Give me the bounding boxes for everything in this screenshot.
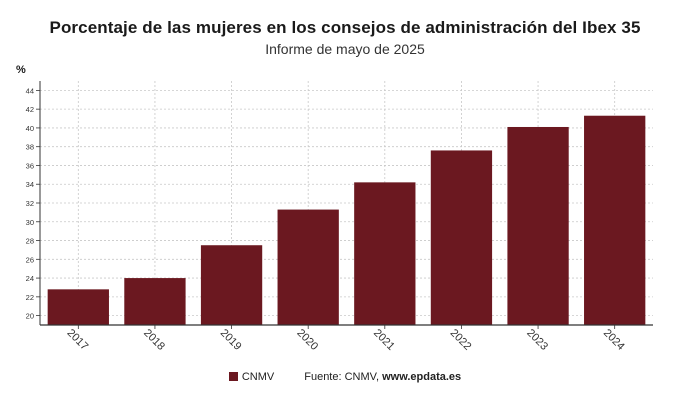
y-tick-labels: 20 22 24 26 28 30 32 34 36 38 40 42 44: [26, 86, 34, 320]
y-tick-label: 22: [26, 293, 34, 302]
bar-2017[interactable]: [47, 289, 109, 325]
bar-2023[interactable]: [507, 126, 569, 325]
y-tick-label: 40: [26, 124, 34, 133]
x-tick-label: 2020: [294, 327, 320, 353]
x-tick-labels: 2017 2018 2019 2020 2021 2022 2023 2024: [65, 327, 627, 353]
bar-2022[interactable]: [430, 150, 493, 325]
bar-2019[interactable]: [200, 245, 263, 325]
legend-swatch: [228, 372, 238, 381]
bar-2024[interactable]: [584, 115, 646, 325]
y-tick-label: 38: [26, 143, 34, 152]
y-tick-label: 26: [26, 255, 34, 264]
source-link[interactable]: www.epdata.es: [382, 371, 462, 383]
bar-2020[interactable]: [277, 209, 339, 325]
x-tick-label: 2018: [141, 327, 167, 353]
bar-2018[interactable]: [124, 278, 186, 325]
bars: [47, 115, 646, 325]
chart-subtitle: Informe de mayo de 2025: [265, 41, 425, 57]
y-tick-label: 28: [26, 237, 34, 246]
legend: CNMV Fuente: CNMV, www.epdata.es: [0, 371, 690, 383]
y-tick-label: 20: [26, 312, 34, 321]
y-tick-label: 34: [26, 180, 34, 189]
y-tick-label: 36: [26, 161, 34, 170]
y-tick-label: 42: [26, 105, 34, 114]
legend-series-label: CNMV: [241, 371, 275, 383]
bar-2021[interactable]: [354, 182, 416, 325]
x-tick-label: 2024: [601, 327, 627, 353]
y-axis-unit: %: [16, 64, 26, 76]
y-tick-label: 24: [26, 274, 34, 283]
y-tick-label: 30: [26, 218, 34, 227]
y-tick-label: 32: [26, 199, 34, 208]
x-tick-label: 2023: [524, 327, 550, 353]
chart-title: Porcentaje de las mujeres en los consejo…: [49, 18, 641, 37]
x-tick-label: 2022: [448, 327, 474, 353]
y-tick-label: 44: [26, 86, 34, 95]
x-tick-label: 2019: [218, 327, 244, 353]
x-tick-label: 2017: [65, 327, 91, 353]
source-text: Fuente: CNMV,: [304, 371, 380, 383]
x-tick-label: 2021: [371, 327, 397, 353]
axes: [36, 81, 653, 329]
